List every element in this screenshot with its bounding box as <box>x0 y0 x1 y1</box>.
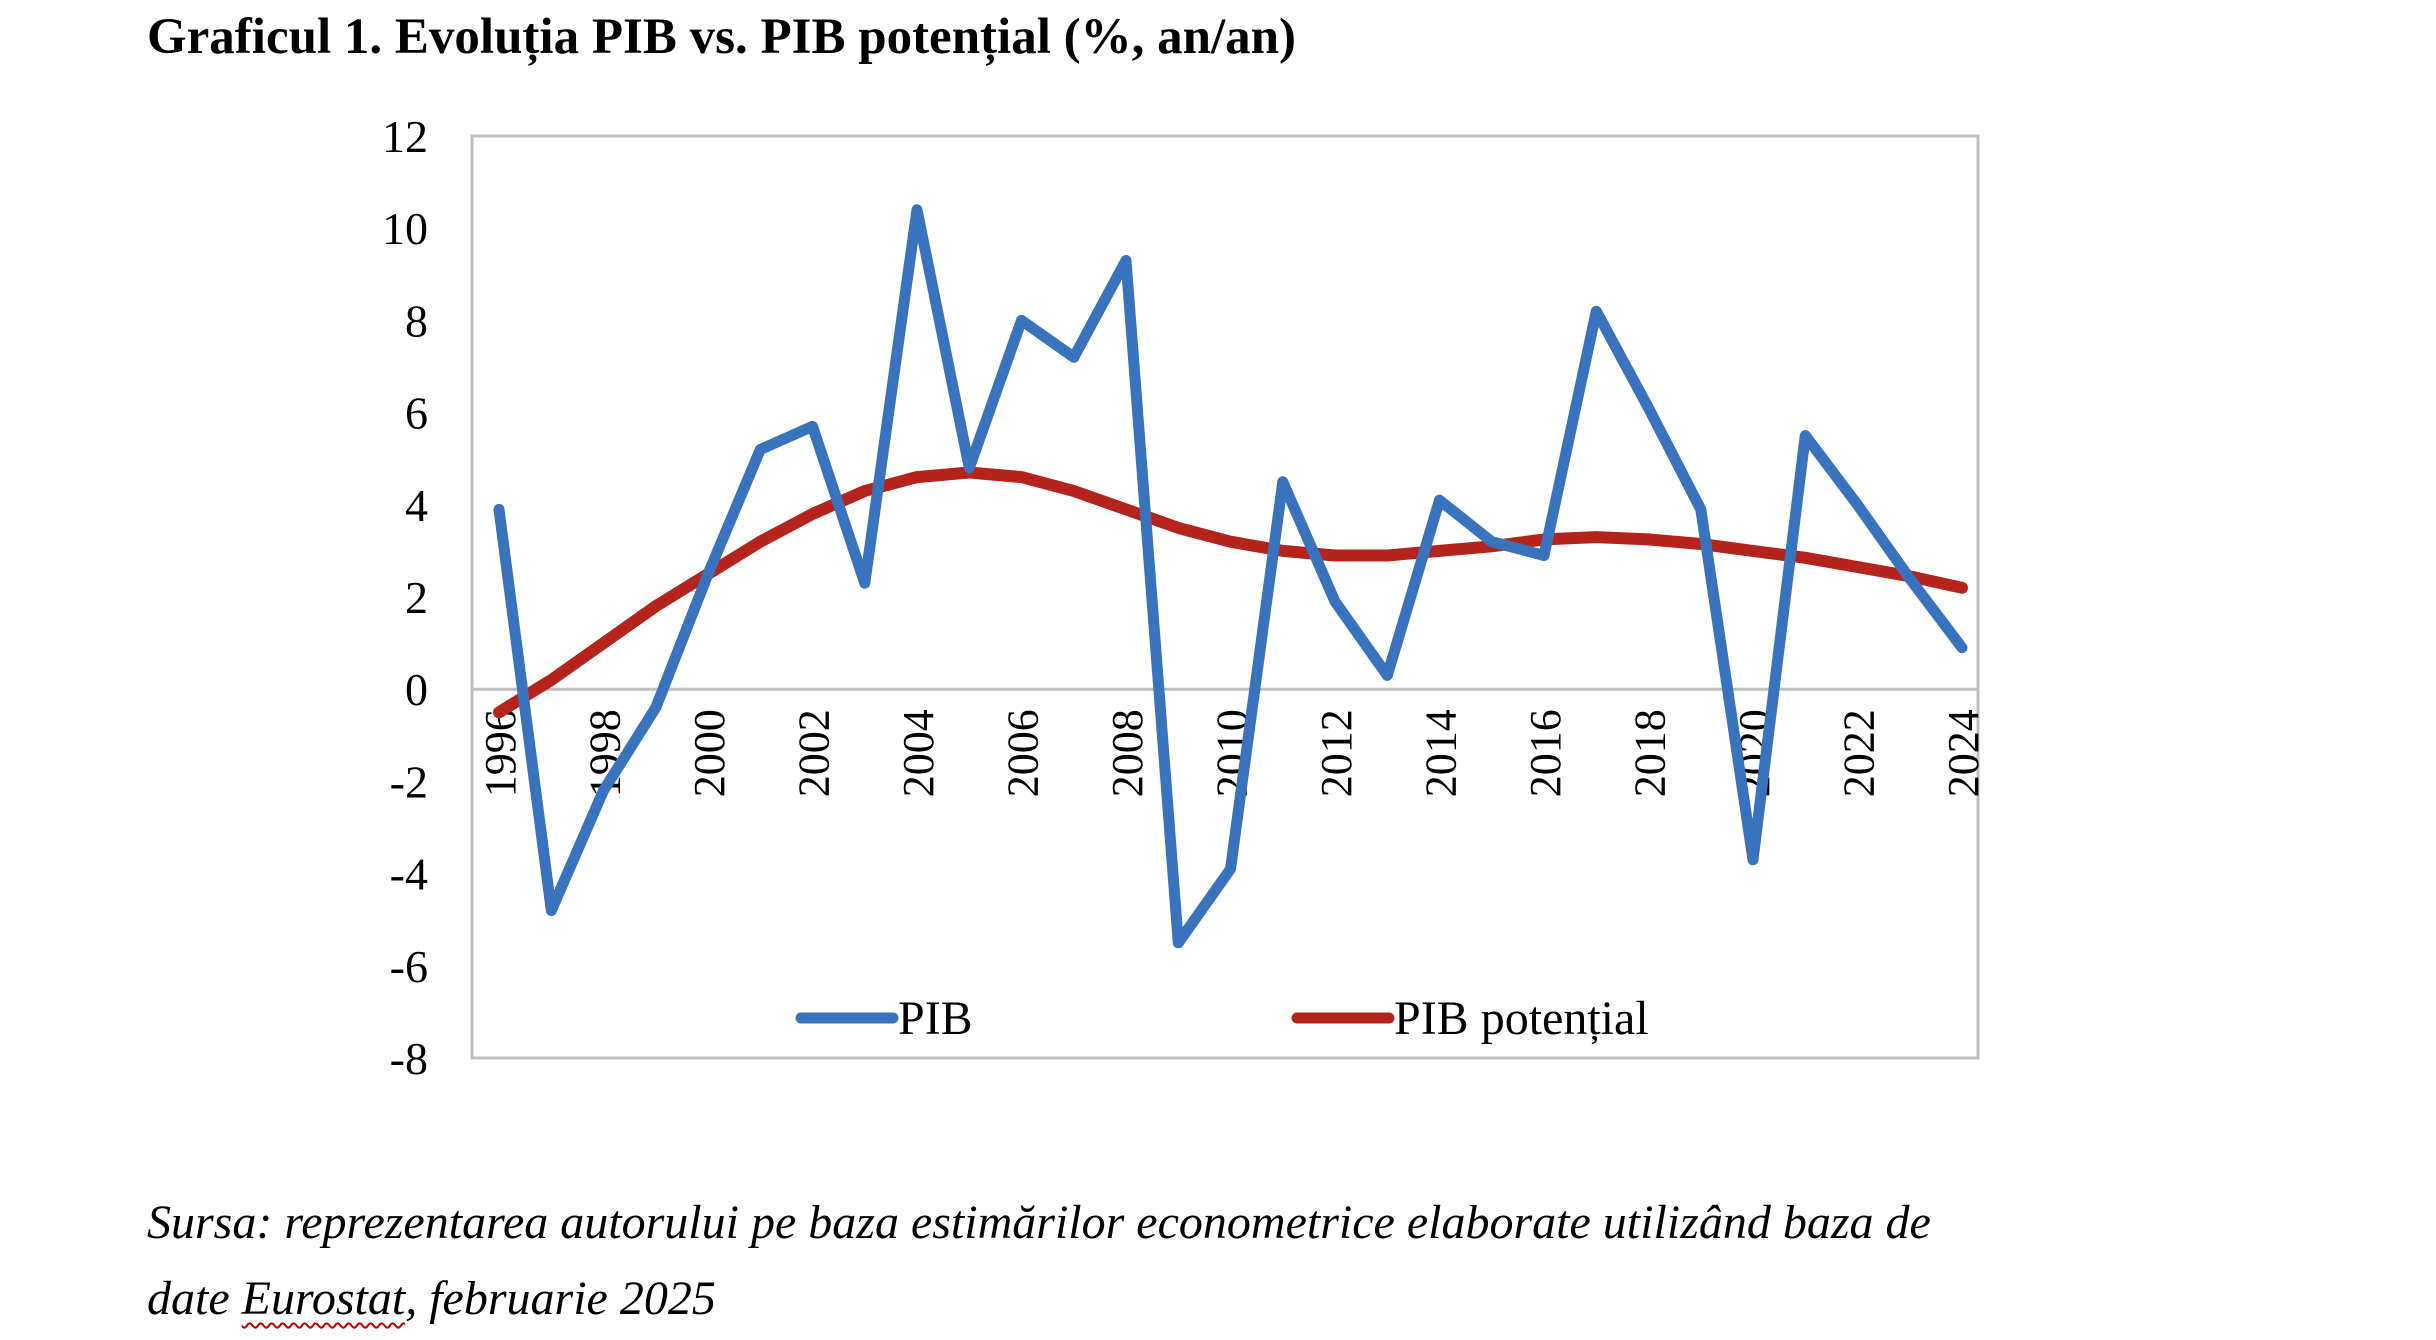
y-tick-label: 0 <box>405 664 428 715</box>
source-line-2: date Eurostat, februarie 2025 <box>147 1261 2237 1337</box>
x-axis-ticks: 1996 1998 2000 2002 2004 2006 2008 2010 2012 2014… <box>476 709 1988 797</box>
x-tick-label: 2018 <box>1626 709 1675 797</box>
source-eurostat-word: Eurostat <box>241 1272 406 1325</box>
x-tick-label: 2002 <box>790 709 839 797</box>
legend: PIB PIB potențial <box>795 992 1649 1045</box>
chart-title: Graficul 1. Evoluția PIB vs. PIB potenți… <box>147 9 1296 65</box>
y-axis-ticks: 12 10 8 6 4 2 0 -2 -4 -6 -8 <box>382 111 428 1084</box>
x-tick-label: 2008 <box>1103 709 1152 797</box>
plot-area-border <box>470 134 1980 1060</box>
y-tick-label: -2 <box>390 756 428 807</box>
x-tick-label: 2014 <box>1417 709 1466 797</box>
y-tick-label: -4 <box>390 849 428 900</box>
source-note: Sursa: reprezentarea autorului pe baza e… <box>147 1185 2237 1337</box>
x-tick-label: 2016 <box>1521 709 1570 797</box>
series-line-pib-potential <box>493 466 1968 719</box>
x-tick-label: 2012 <box>1312 709 1361 797</box>
y-tick-label: -6 <box>390 941 428 992</box>
y-tick-label: 6 <box>405 388 428 439</box>
series-lines <box>493 204 1968 949</box>
source-line-2-prefix: date <box>147 1272 242 1325</box>
x-tick-label: 2004 <box>894 709 943 797</box>
y-tick-label: 4 <box>405 480 428 531</box>
source-line-2-suffix: , februarie 2025 <box>405 1272 716 1325</box>
x-tick-label: 1996 <box>476 709 525 797</box>
y-tick-label: -8 <box>390 1033 428 1084</box>
y-tick-label: 8 <box>405 295 428 346</box>
source-line-1: Sursa: reprezentarea autorului pe baza e… <box>147 1196 1931 1249</box>
y-tick-label: 2 <box>405 572 428 623</box>
legend-pib-label: PIB <box>898 992 973 1045</box>
x-tick-label: 2000 <box>685 709 734 797</box>
series-line-pib <box>493 204 1968 949</box>
x-tick-label: 2024 <box>1939 709 1988 797</box>
legend-pib-potential-label: PIB potențial <box>1394 992 1649 1045</box>
x-tick-label: 2022 <box>1835 709 1884 797</box>
y-tick-label: 12 <box>382 111 428 162</box>
x-tick-label: 2006 <box>999 709 1048 797</box>
y-tick-label: 10 <box>382 203 428 254</box>
